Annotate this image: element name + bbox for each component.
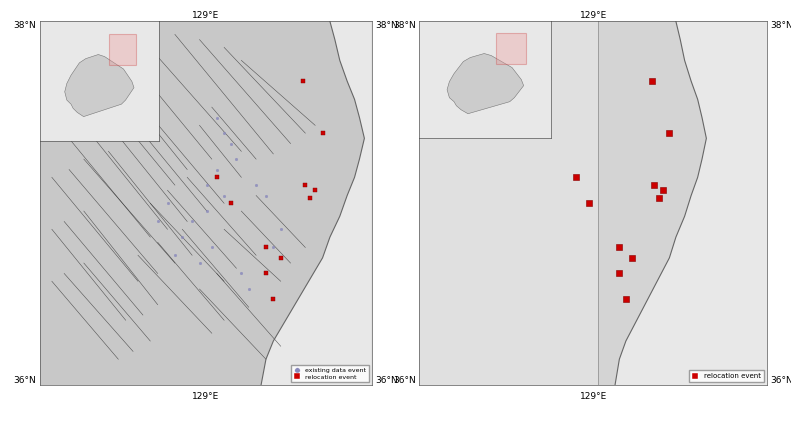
Text: 129°E: 129°E bbox=[192, 392, 219, 401]
Text: 129°E: 129°E bbox=[580, 392, 607, 401]
Polygon shape bbox=[615, 21, 767, 385]
Text: 36°N: 36°N bbox=[13, 376, 36, 385]
Text: 38°N: 38°N bbox=[393, 21, 416, 30]
Text: 129°E: 129°E bbox=[580, 11, 607, 20]
Text: 36°N: 36°N bbox=[770, 376, 791, 385]
Text: 36°N: 36°N bbox=[375, 376, 398, 385]
Text: 129°E: 129°E bbox=[192, 11, 219, 20]
Text: 36°N: 36°N bbox=[393, 376, 416, 385]
Text: 38°N: 38°N bbox=[375, 21, 398, 30]
Text: 38°N: 38°N bbox=[13, 21, 36, 30]
Polygon shape bbox=[261, 21, 372, 385]
Polygon shape bbox=[419, 21, 597, 385]
Legend: existing data event, relocation event: existing data event, relocation event bbox=[291, 365, 369, 382]
Text: 38°N: 38°N bbox=[770, 21, 791, 30]
Legend: relocation event: relocation event bbox=[689, 370, 764, 382]
